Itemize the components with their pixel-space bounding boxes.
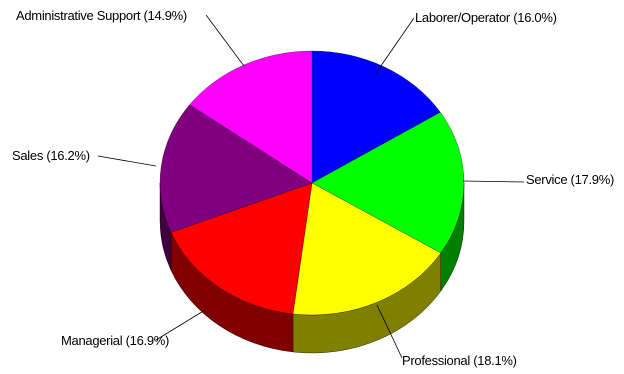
pie-slice-laborer-operator — [311, 50, 441, 184]
leader-line-managerial — [155, 309, 206, 341]
leader-line-administrative-support — [205, 14, 245, 67]
slice-label-professional: Professional (18.1%) — [402, 353, 517, 368]
slice-label-service: Service (17.9%) — [526, 172, 614, 187]
slice-labels: Laborer/Operator (16.0%) Service (17.9%)… — [12, 8, 614, 368]
slice-label-managerial: Managerial (16.9%) — [61, 333, 169, 348]
slice-label-administrative-support: Administrative Support (14.9%) — [16, 8, 187, 23]
pie-slices — [159, 50, 465, 316]
pie-slice-sales — [159, 104, 313, 233]
pie-slice-professional — [292, 182, 442, 316]
leader-line-sales — [97, 155, 157, 167]
slice-label-laborer-operator: Laborer/Operator (16.0%) — [415, 10, 557, 25]
leader-line-laborer-operator — [375, 17, 415, 74]
leader-line-professional — [376, 304, 403, 359]
leader-line-service — [462, 180, 525, 183]
leader-lines — [97, 14, 525, 359]
slice-label-sales: Sales (16.2%) — [12, 148, 90, 163]
pie-slice-managerial — [170, 182, 313, 315]
pie-slice-service — [311, 112, 465, 254]
